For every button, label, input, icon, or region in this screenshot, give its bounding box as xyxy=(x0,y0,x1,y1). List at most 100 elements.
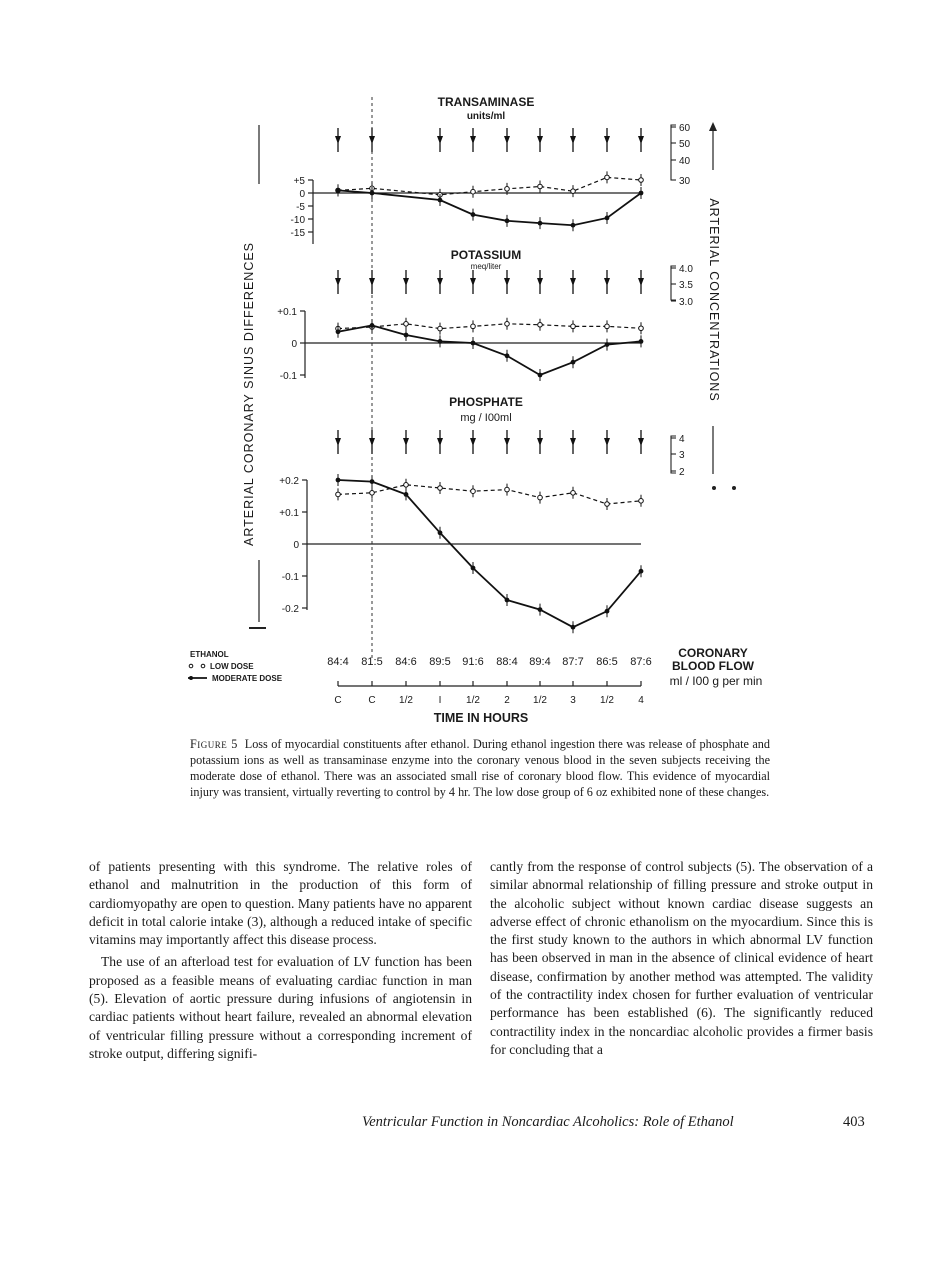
concentration-marker xyxy=(369,278,375,286)
page-number: 403 xyxy=(843,1114,865,1130)
low-dose-point xyxy=(369,490,375,496)
concentration-marker xyxy=(570,438,576,446)
low-dose-point xyxy=(504,321,510,327)
concentration-marker xyxy=(537,136,543,144)
moderate-dose-point xyxy=(638,339,644,344)
moderate-dose-point xyxy=(638,568,644,574)
diff-tick-label: +5 xyxy=(294,176,306,187)
time-tick-label: 2 xyxy=(504,695,510,706)
coronary-flow-value: 89:4 xyxy=(529,656,550,668)
coronary-flow-value: 84:4 xyxy=(327,656,348,668)
moderate-dose-point xyxy=(437,339,443,344)
panel-unit: mg / I00ml xyxy=(460,412,511,424)
low-dose-point xyxy=(638,177,644,183)
concentration-marker xyxy=(369,136,375,144)
legend-title: ETHANOL xyxy=(190,650,229,659)
concentration-tick-label: 3 xyxy=(679,450,685,461)
concentration-marker xyxy=(504,278,510,286)
concentration-marker xyxy=(437,136,443,144)
low-dose-point xyxy=(437,485,443,491)
diff-tick-label: -0.1 xyxy=(280,371,298,382)
low-dose-point xyxy=(504,186,510,192)
left-axis-label: ARTERIAL CORONARY SINUS DIFFERENCES xyxy=(242,242,256,546)
coronary-flow-label: BLOOD FLOW xyxy=(672,659,755,673)
diff-tick-label: -5 xyxy=(296,202,305,213)
legend-moderate-label: MODERATE DOSE xyxy=(212,674,283,683)
time-tick-label: C xyxy=(334,695,341,706)
legend-low-marker xyxy=(200,663,206,669)
time-tick-label: C xyxy=(368,695,375,706)
legend-dot xyxy=(732,486,736,490)
low-dose-line xyxy=(337,176,642,196)
moderate-dose-point xyxy=(335,188,341,193)
concentration-marker xyxy=(470,438,476,446)
diff-tick-label: 0 xyxy=(299,189,305,200)
concentration-marker xyxy=(537,438,543,446)
coronary-flow-value: 81:5 xyxy=(361,656,382,668)
coronary-flow-value: 91:6 xyxy=(462,656,483,668)
coronary-flow-label: CORONARY xyxy=(678,646,748,660)
low-dose-point xyxy=(604,323,610,330)
diff-tick-label: -0.2 xyxy=(282,604,300,615)
figure-caption: Figure 5 Loss of myocardial constituents… xyxy=(190,736,770,800)
diff-tick-label: +0.1 xyxy=(277,307,297,318)
moderate-dose-point xyxy=(537,607,543,612)
body-paragraph: of patients presenting with this syndrom… xyxy=(89,859,472,948)
legend-moderate-marker xyxy=(189,676,193,680)
concentration-tick-label: 4 xyxy=(679,434,685,445)
coronary-flow-value: 84:6 xyxy=(395,656,416,668)
time-tick-label: 4 xyxy=(638,695,644,706)
concentration-marker xyxy=(437,278,443,286)
moderate-dose-point xyxy=(335,477,341,483)
coronary-flow-value: 87:6 xyxy=(630,656,651,668)
concentration-tick-label: 60 xyxy=(679,123,691,134)
diff-tick-label: -0.1 xyxy=(282,572,300,583)
moderate-dose-point xyxy=(504,353,510,359)
low-dose-point xyxy=(470,488,476,495)
moderate-dose-point xyxy=(437,530,443,536)
concentration-marker xyxy=(638,278,644,286)
concentration-marker xyxy=(504,136,510,144)
low-dose-point xyxy=(537,321,543,328)
concentration-marker xyxy=(504,438,510,446)
low-dose-point xyxy=(570,490,576,496)
coronary-flow-value: 86:5 xyxy=(596,656,617,668)
moderate-dose-point xyxy=(638,190,644,196)
concentration-tick-label: 40 xyxy=(679,156,691,167)
low-dose-point xyxy=(604,174,610,181)
moderate-dose-line xyxy=(337,189,642,227)
time-tick-label: 1/2 xyxy=(533,695,547,706)
moderate-dose-point xyxy=(403,332,409,338)
concentration-marker xyxy=(604,136,610,144)
concentration-tick-label: 3.5 xyxy=(679,280,693,291)
concentration-marker xyxy=(470,278,476,286)
body-paragraph: The use of an afterload test for evaluat… xyxy=(89,954,472,1061)
body-column-left: of patients presenting with this syndrom… xyxy=(89,858,472,1063)
low-dose-point xyxy=(470,323,476,330)
low-dose-point xyxy=(537,183,543,190)
low-dose-point xyxy=(504,486,510,493)
concentration-scale xyxy=(670,265,676,301)
panel-phosphate: PHOSPHATE mg / I00ml +0.2 +0.1 0 -0.1 -0.2 4 3 2 xyxy=(279,395,685,634)
right-axis-arrowhead xyxy=(709,122,717,131)
concentration-marker xyxy=(335,438,341,446)
moderate-dose-point xyxy=(403,492,409,497)
low-dose-point xyxy=(604,501,610,507)
concentration-tick-label: 50 xyxy=(679,139,691,150)
legend-low-marker xyxy=(188,663,194,669)
body-column-right: cantly from the response of control subj… xyxy=(490,858,873,1059)
low-dose-line xyxy=(337,323,642,330)
body-paragraph: cantly from the response of control subj… xyxy=(490,859,873,1057)
figure-5-chart: TRANSAMINASEunits/ml+50-5-10-1560504030P… xyxy=(188,95,762,725)
low-dose-point xyxy=(638,498,644,504)
moderate-dose-point xyxy=(570,359,576,365)
moderate-dose-point xyxy=(604,608,610,614)
coronary-flow-value: 89:5 xyxy=(429,656,450,668)
concentration-marker xyxy=(335,136,341,144)
time-tick-label: 3 xyxy=(570,695,576,706)
coronary-flow-value: 88:4 xyxy=(496,656,517,668)
low-dose-point xyxy=(403,321,409,327)
concentration-marker xyxy=(369,438,375,446)
caption-lead: Figure 5 xyxy=(190,737,238,751)
